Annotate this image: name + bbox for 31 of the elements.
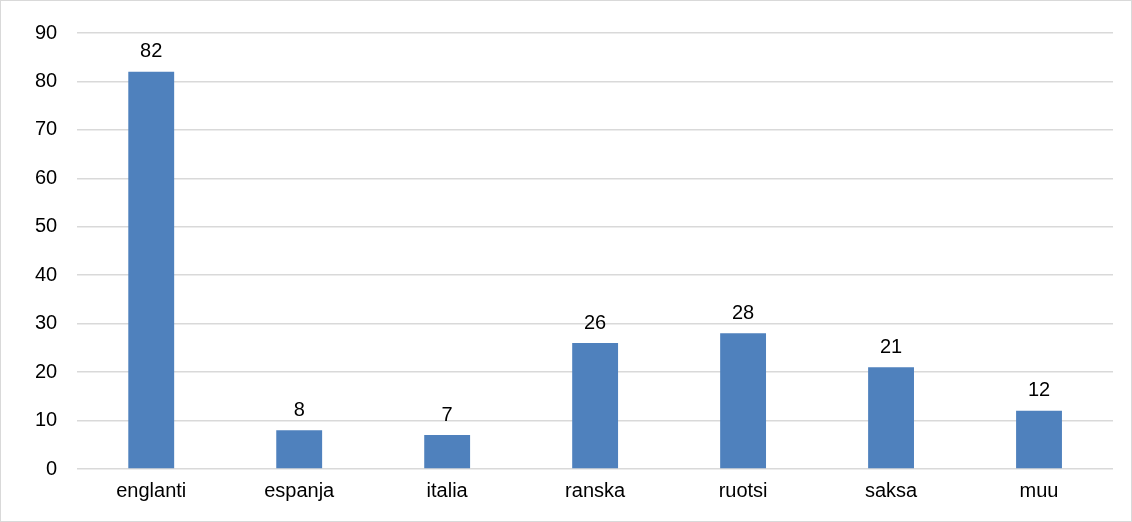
y-tick-label: 60 [35,165,58,188]
y-tick-label: 40 [35,262,58,285]
x-tick-label: muu [1019,478,1059,501]
bar [424,435,471,469]
y-tick-label: 0 [46,456,58,479]
x-tick-label: saksa [864,478,919,501]
data-label: 8 [293,397,305,420]
bar [1016,410,1062,469]
data-label: 28 [731,300,755,323]
data-label: 7 [441,402,453,425]
y-tick-label: 80 [35,68,58,91]
data-label: 82 [140,39,163,62]
y-tick-label: 50 [35,214,58,237]
y-tick-label: 20 [35,359,58,382]
data-label: 26 [584,310,607,333]
bar [128,71,175,469]
y-tick-label: 90 [35,20,58,43]
x-tick-label: ruotsi [718,478,768,501]
x-tick-label: ranska [565,478,627,501]
bar [276,430,323,469]
x-tick-label: espanja [264,478,336,501]
x-tick-label: englanti [116,478,187,501]
bar [868,367,914,469]
bar [572,343,619,469]
y-tick-label: 10 [35,408,58,431]
x-tick-label: italia [426,478,469,501]
data-label: 12 [1027,378,1051,401]
data-label: 21 [879,334,903,357]
bar [720,333,767,469]
y-tick-label: 70 [35,117,58,140]
y-tick-label: 30 [35,311,58,334]
